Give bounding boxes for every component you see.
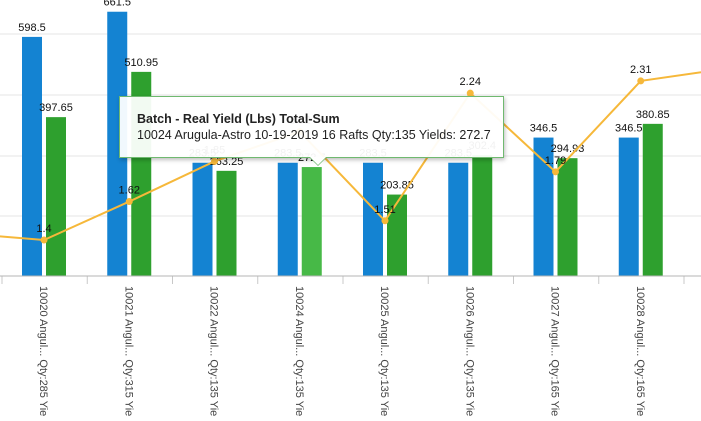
bar-label-s0-7: 346.5	[615, 123, 643, 135]
bar-label-s0-0: 598.5	[18, 22, 46, 34]
line-point-1	[125, 198, 133, 206]
bar-label-s1-2: 263.25	[210, 156, 244, 168]
bar-label-s0-1: 661.5	[103, 0, 131, 9]
tooltip: Batch - Real Yield (Lbs) Total-Sum 10024…	[119, 96, 504, 158]
bar-s1-4	[387, 194, 407, 276]
bar-s1-7	[642, 123, 663, 276]
bar-s1-3	[301, 167, 322, 276]
bar-label-s1-0: 397.65	[39, 102, 73, 114]
bar-s0-4	[363, 162, 383, 276]
category-label-3: 10024 Angul... Qty:135 Yie	[293, 286, 305, 416]
category-label-1: 10021 Angul... Qty:315 Yie	[122, 286, 134, 416]
tooltip-arrow-inner	[310, 157, 326, 165]
tooltip-title: Batch - Real Yield (Lbs) Total-Sum	[137, 112, 340, 126]
line-point-0	[40, 236, 48, 244]
line-point-4	[381, 217, 389, 225]
category-label-6: 10027 Angul... Qty:165 Yie	[549, 286, 561, 416]
line-point-2	[211, 157, 218, 165]
bar-s1-2	[216, 170, 237, 276]
bar-s0-2	[192, 162, 213, 276]
bar-s0-6	[533, 137, 554, 276]
line-point-6	[552, 168, 559, 176]
category-label-4: 10025 Angul... Qty:135 Yie	[378, 286, 390, 416]
category-label-2: 10022 Angul... Qty:135 Yie	[208, 286, 220, 416]
bar-s0-7	[618, 137, 639, 276]
bar-label-s1-7: 380.85	[636, 109, 670, 121]
bar-label-s0-6: 346.5	[530, 123, 558, 135]
line-label-4: 1.51	[374, 204, 395, 216]
line-label-5: 2.24	[460, 76, 481, 88]
line-series	[0, 71, 701, 242]
line-label-1: 1.62	[119, 185, 140, 197]
bar-s0-3	[277, 162, 298, 276]
line-point-5	[466, 89, 474, 97]
bar-s0-5	[448, 162, 469, 276]
line-label-6: 1.79	[545, 155, 566, 167]
category-label-7: 10028 Angul... Qty:165 Yie	[634, 286, 646, 416]
bar-label-s1-6: 294.93	[551, 143, 585, 155]
line-point-7	[637, 77, 645, 85]
bar-s0-0	[22, 36, 42, 277]
bar-s1-0	[46, 117, 66, 276]
line-label-7: 2.31	[630, 64, 651, 76]
bar-s1-5	[472, 155, 493, 276]
tooltip-body: 10024 Arugula-Astro 10-19-2019 16 Rafts …	[137, 128, 491, 142]
category-label-0: 10020 Angul... Qty:285 Yie	[37, 286, 49, 416]
line-label-0: 1.4	[36, 223, 51, 235]
bar-label-s1-1: 510.95	[124, 57, 158, 69]
category-label-5: 10026 Angul... Qty:135 Yie	[463, 286, 475, 416]
bar-s1-6	[557, 158, 578, 276]
